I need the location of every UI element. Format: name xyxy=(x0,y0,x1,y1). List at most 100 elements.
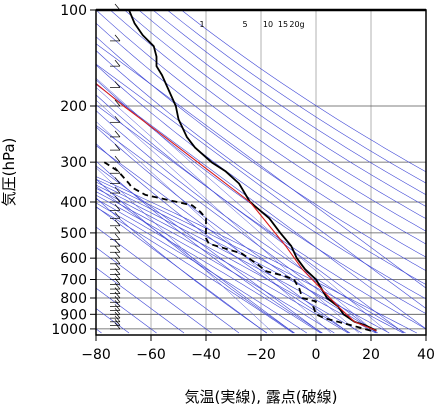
x-tick-label: 40 xyxy=(417,347,435,363)
wind-barb-flag xyxy=(114,226,121,234)
y-axis-title: 気圧(hPa) xyxy=(0,138,18,207)
dry-adiabat-line xyxy=(181,10,426,173)
wind-barb-flag xyxy=(114,251,121,259)
y-tick-label: 900 xyxy=(60,307,87,323)
x-tick-label: −80 xyxy=(81,347,111,363)
dry-adiabat-line xyxy=(152,10,426,196)
y-tick-label: 100 xyxy=(60,3,87,19)
dry-adiabat-line xyxy=(96,110,406,334)
x-tick-label: 0 xyxy=(312,347,321,363)
wind-barb-flag xyxy=(114,99,121,107)
dry-adiabat-line xyxy=(96,94,426,330)
moist-adiabat-line xyxy=(96,202,307,334)
wind-barb-flag xyxy=(114,116,121,123)
mixing-ratio-label-2: 10 xyxy=(263,20,273,29)
isotherm-line xyxy=(96,165,322,334)
wind-barb-flag xyxy=(114,322,121,330)
moist-adiabat-line xyxy=(96,176,417,334)
isotherm-line xyxy=(96,226,240,334)
isotherm-line xyxy=(96,185,295,334)
isotherm-line xyxy=(96,84,426,330)
x-axis-ticks: −80 −60 −40 −20 0 20 40 xyxy=(81,335,435,363)
x-axis-title: 気温(実線), 露点(破線) xyxy=(185,388,338,406)
dry-adiabat-line xyxy=(96,160,323,334)
temperature-curve xyxy=(128,10,377,332)
wind-barb-flag xyxy=(114,204,121,211)
mixing-ratio-line xyxy=(96,99,359,334)
wind-barbs xyxy=(110,3,121,330)
isotherm-line xyxy=(96,145,350,334)
moist-adiabat-line xyxy=(96,178,404,334)
y-tick-label: 800 xyxy=(60,291,87,307)
mixing-ratio-label-1: 5 xyxy=(242,20,247,29)
wind-barb-flag xyxy=(114,300,121,307)
isotherm-line xyxy=(96,247,212,334)
wind-barb-flag xyxy=(114,315,121,323)
dry-adiabat-line xyxy=(167,10,426,184)
wind-barb-flag xyxy=(114,34,121,42)
dry-adiabat-line xyxy=(96,197,268,334)
wind-barb-flag xyxy=(114,257,121,265)
mixing-ratio-line xyxy=(96,121,332,334)
mixing-ratio-label-0: 1 xyxy=(199,20,204,29)
isotherm-line xyxy=(96,63,426,309)
y-tick-label: 400 xyxy=(60,195,87,211)
wind-barb-flag xyxy=(114,246,121,253)
moist-adiabat-line xyxy=(96,187,362,334)
y-tick-label: 600 xyxy=(60,251,87,267)
dry-adiabat-line xyxy=(96,79,426,315)
wind-barb-flag xyxy=(114,263,121,270)
isotherm-line xyxy=(96,43,426,289)
wind-barb-flag xyxy=(114,130,121,138)
wind-barb-flag xyxy=(114,167,121,174)
wind-barb-flag xyxy=(114,186,121,194)
dry-adiabat-line xyxy=(96,22,426,258)
dry-adiabat-line xyxy=(96,10,426,245)
mixing-ratio-labels: 1 5 10 15 20g xyxy=(199,20,304,29)
dry-adiabat-line xyxy=(96,36,426,272)
mixing-ratio-line xyxy=(96,167,274,334)
x-tick-label: −20 xyxy=(246,347,276,363)
y-tick-label: 500 xyxy=(60,226,87,242)
dry-adiabat-line xyxy=(138,10,426,207)
wind-barb-flag xyxy=(114,291,121,299)
wind-barb-flag xyxy=(114,81,121,88)
moist-adiabat-line xyxy=(96,206,294,334)
wind-barb-flag xyxy=(114,219,121,227)
mixing-ratio-line xyxy=(96,87,377,334)
isotherm-line xyxy=(96,206,267,334)
wind-barb-flag xyxy=(114,287,121,294)
dry-adiabat-line xyxy=(96,50,426,285)
y-tick-label: 300 xyxy=(60,155,87,171)
x-tick-label: 20 xyxy=(362,347,380,363)
moist-adiabat-line xyxy=(96,184,376,334)
moist-adiabat-line xyxy=(96,191,349,334)
wind-barb-flag xyxy=(114,59,121,67)
moist-adiabat-line xyxy=(96,194,335,334)
dry-adiabat-line xyxy=(96,64,426,300)
isotherm-line xyxy=(96,124,377,334)
sounding-profiles xyxy=(96,10,377,332)
wind-barb-flag xyxy=(114,311,121,319)
wind-barb-flag xyxy=(114,304,121,311)
moist-adiabat-line xyxy=(96,198,321,334)
y-tick-label: 200 xyxy=(60,99,87,115)
wind-barb-flag xyxy=(114,195,121,203)
x-tick-label: −40 xyxy=(191,347,221,363)
x-tick-label: −60 xyxy=(136,347,166,363)
wind-barb-flag xyxy=(114,177,121,184)
dry-adiabat-line xyxy=(124,10,426,220)
wind-barb-flag xyxy=(114,233,121,240)
wind-barb-flag xyxy=(114,155,121,163)
wind-barb-flag xyxy=(114,296,121,303)
y-tick-label: 1000 xyxy=(51,322,87,338)
parcel-curve xyxy=(96,83,377,332)
wind-barb-flag xyxy=(114,319,121,326)
dry-adiabat-line xyxy=(96,178,295,334)
wind-barb-flag xyxy=(114,239,121,247)
wind-barb-flag xyxy=(114,143,121,151)
mixing-ratio-label-3: 15 xyxy=(278,20,288,29)
wind-barb-flag xyxy=(114,308,121,315)
